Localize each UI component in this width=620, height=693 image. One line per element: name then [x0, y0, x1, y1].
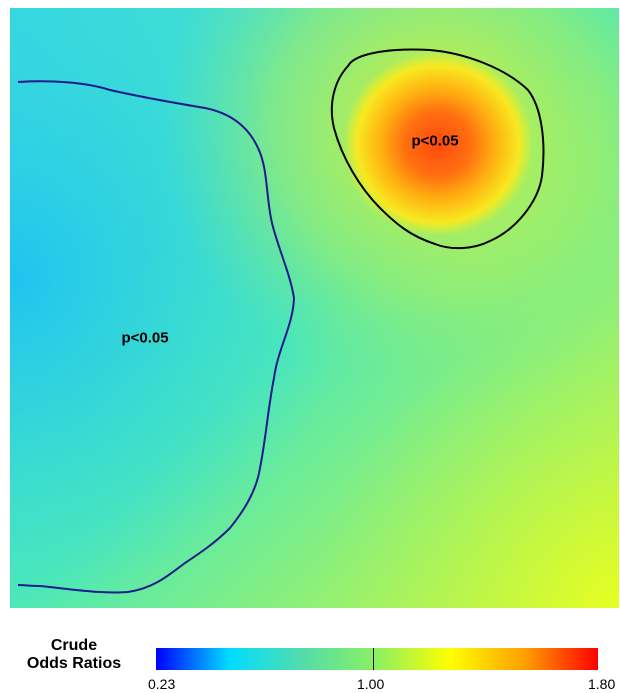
legend-title-line2: Odds Ratios [26, 655, 122, 672]
west-region-label: p<0.05 [121, 329, 169, 347]
legend-max-label: 1.80 [588, 676, 616, 692]
color-scale-reference-line [372, 648, 374, 670]
legend-min-label: 0.23 [148, 676, 176, 692]
west-contour [17, 80, 296, 594]
legend-mid-label: 1.00 [357, 676, 385, 692]
northeast-region-label: p<0.05 [411, 132, 459, 150]
northeast-contour [330, 48, 545, 250]
hotspot-surface [343, 52, 533, 236]
legend-title-line1: Crude [50, 637, 98, 654]
odds-ratio-map: p<0.05 p<0.05 [10, 8, 619, 608]
color-scale-bar [156, 648, 598, 670]
legend-title: Crude Odds Ratios [6, 637, 142, 673]
map-surface [10, 8, 619, 608]
